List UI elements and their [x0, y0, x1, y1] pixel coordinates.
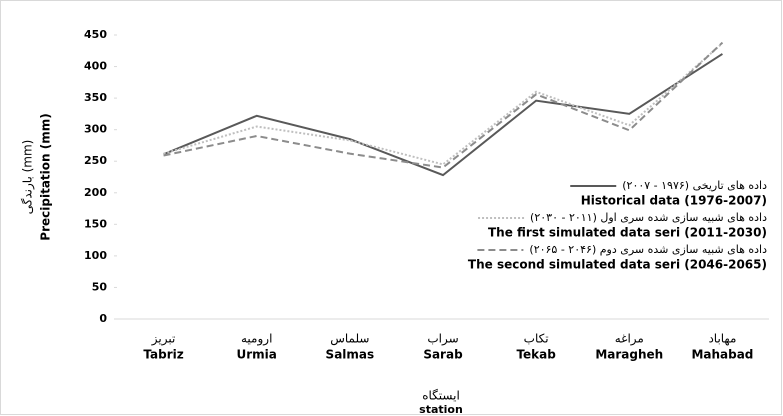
y-tick-label: 0 — [99, 312, 107, 325]
x-tick-label: Tekab — [516, 348, 556, 362]
legend-label: The first simulated data seri (2011-2030… — [488, 226, 767, 240]
x-axis-label: station — [419, 403, 463, 416]
x-tick-label-fa: سلماس — [330, 332, 369, 347]
legend-label: Historical data (1976-2007) — [581, 194, 767, 208]
y-tick-label: 350 — [84, 91, 107, 104]
y-tick-label: 150 — [84, 217, 107, 230]
y-tick-label: 400 — [84, 60, 107, 73]
x-tick-label: Urmia — [237, 348, 277, 362]
y-tick-label: 300 — [84, 123, 107, 136]
x-tick-label-fa: تبریز — [151, 332, 176, 347]
x-tick-label: Tabriz — [143, 348, 183, 362]
x-tick-label-fa: سراب — [427, 332, 458, 347]
x-tick-label-fa: تکاب — [524, 332, 549, 346]
y-tick-label: 50 — [92, 280, 108, 293]
legend-label-fa: داده های شبیه سازی شده سری اول (۲۰۱۱ - ۲… — [530, 211, 767, 224]
series-line — [163, 53, 723, 177]
y-tick-label: 450 — [84, 28, 107, 41]
legend-label: The second simulated data seri (2046-206… — [468, 258, 767, 272]
x-tick-label: Mahabad — [691, 348, 753, 362]
y-tick-label: 200 — [84, 186, 107, 199]
y-tick-label: 100 — [84, 249, 107, 262]
x-tick-label: Maragheh — [595, 348, 663, 362]
x-tick-label: Salmas — [326, 348, 375, 362]
y-tick-label: 250 — [84, 154, 107, 167]
x-axis-label-fa: ایستگاه — [422, 389, 460, 403]
x-tick-label-fa: ارومیه — [241, 332, 272, 347]
y-axis-label-fa: بارندگی (mm) — [21, 140, 36, 215]
series-line — [163, 42, 724, 166]
x-tick-label-fa: مهاباد — [708, 332, 736, 346]
y-axis-label: Precipitation (mm) — [39, 113, 53, 240]
legend-label-fa: داده های تاریخی (۱۹۷۶ - ۲۰۰۷) — [622, 179, 767, 192]
x-tick-label-fa: مراغه — [615, 332, 644, 347]
x-tick-label: Sarab — [423, 348, 463, 362]
legend-label-fa: داده های شبیه سازی شده سری دوم (۲۰۴۶ - ۲… — [529, 243, 767, 256]
